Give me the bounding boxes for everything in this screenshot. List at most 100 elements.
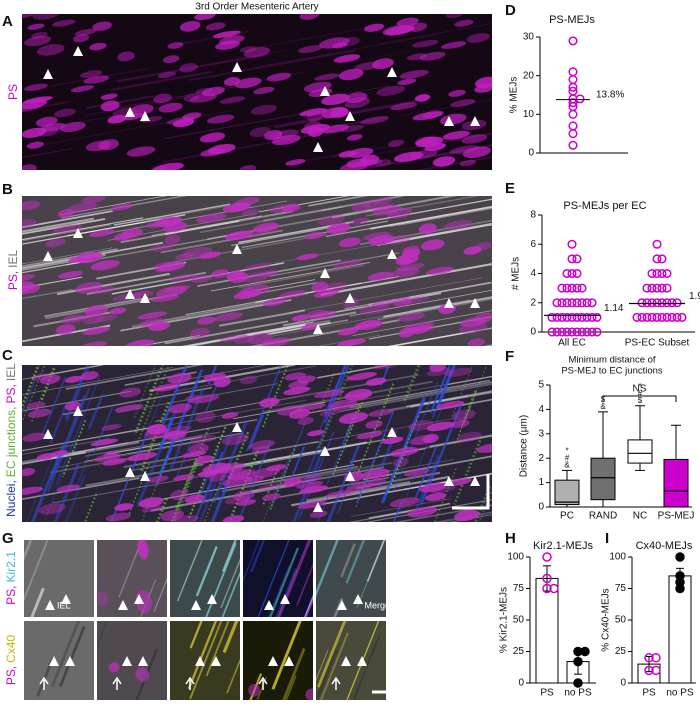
cell [189,394,220,404]
cell [183,93,200,103]
cell [457,431,482,442]
cell [390,446,419,457]
y-tick-label: 1 [538,477,544,488]
cell [398,327,415,338]
cell [36,44,65,56]
data-point [651,653,661,663]
cell [74,282,103,294]
x-tick-label: PS [540,688,554,699]
cell [338,237,361,248]
cell [26,141,44,149]
cell [168,403,192,414]
fiber [189,49,356,82]
cell [325,490,354,498]
cell [150,165,167,170]
cell [426,421,455,432]
fiber [22,217,144,241]
fiber [120,210,293,244]
data-point [657,298,667,308]
fiber [362,455,492,481]
cell [376,85,406,96]
fiber [24,540,49,602]
data-point [657,283,667,293]
fiber [360,198,492,224]
fiber [446,375,492,386]
data-point [657,254,667,264]
data-point [652,239,662,249]
cell [250,104,277,115]
fiber [320,196,407,212]
arrowhead [61,594,71,604]
cell [356,431,383,439]
arrowhead [43,429,53,439]
cell [408,436,433,445]
comparison-bracket [602,395,677,402]
micrograph [22,365,492,522]
cell [359,154,380,166]
cell [22,468,36,476]
data-point [644,653,654,663]
fiber [22,424,163,452]
cell [332,259,363,269]
cell [454,509,480,522]
cell [27,23,45,30]
cell [117,51,135,62]
median-label: 13.8% [596,89,624,100]
micrograph [24,540,94,617]
y-axis-label: % Kir2.1-MEJs [499,587,510,653]
fiber [22,365,46,424]
bar [535,577,559,684]
cell [311,281,329,293]
fiber [394,504,492,522]
cell [296,481,324,489]
arrowhead [125,107,135,117]
cell [462,146,491,159]
cell [375,197,393,205]
fiber [40,376,67,437]
fiber [332,196,458,219]
cell [24,35,52,47]
data-point [637,298,647,308]
data-point [567,327,577,337]
arrowhead [207,594,217,604]
data-point [662,268,672,279]
cell [81,196,106,204]
data-point [644,665,654,676]
cell [299,14,320,20]
fiber [170,459,198,522]
cell [297,474,322,483]
fiber [205,621,230,677]
cell [390,102,418,111]
fiber [159,464,355,501]
cell [219,334,248,342]
cell [237,499,257,506]
cell [84,305,108,317]
cell [80,70,103,79]
data-point [572,298,582,308]
micrograph-bg [97,621,167,700]
cell [397,78,417,86]
fiber [316,649,329,682]
fiber [316,540,339,597]
fiber [136,409,178,507]
cell [466,33,490,43]
arrowhead [470,298,480,308]
arrowhead [125,289,135,299]
cell [80,371,99,381]
fiber [22,367,174,395]
fiber [195,546,218,597]
y-tick-label: 75 [615,583,627,594]
image-label-part: IEL [4,363,18,381]
fiber [26,463,51,522]
cell [408,420,435,432]
cell [371,299,394,307]
arrowhead [313,324,323,334]
data-point [575,94,585,104]
cell [330,107,349,118]
cell [387,139,405,147]
cell [64,401,81,411]
arrowhead [73,46,83,56]
data-point [647,268,657,279]
fiber [158,369,204,476]
cell [82,313,104,325]
